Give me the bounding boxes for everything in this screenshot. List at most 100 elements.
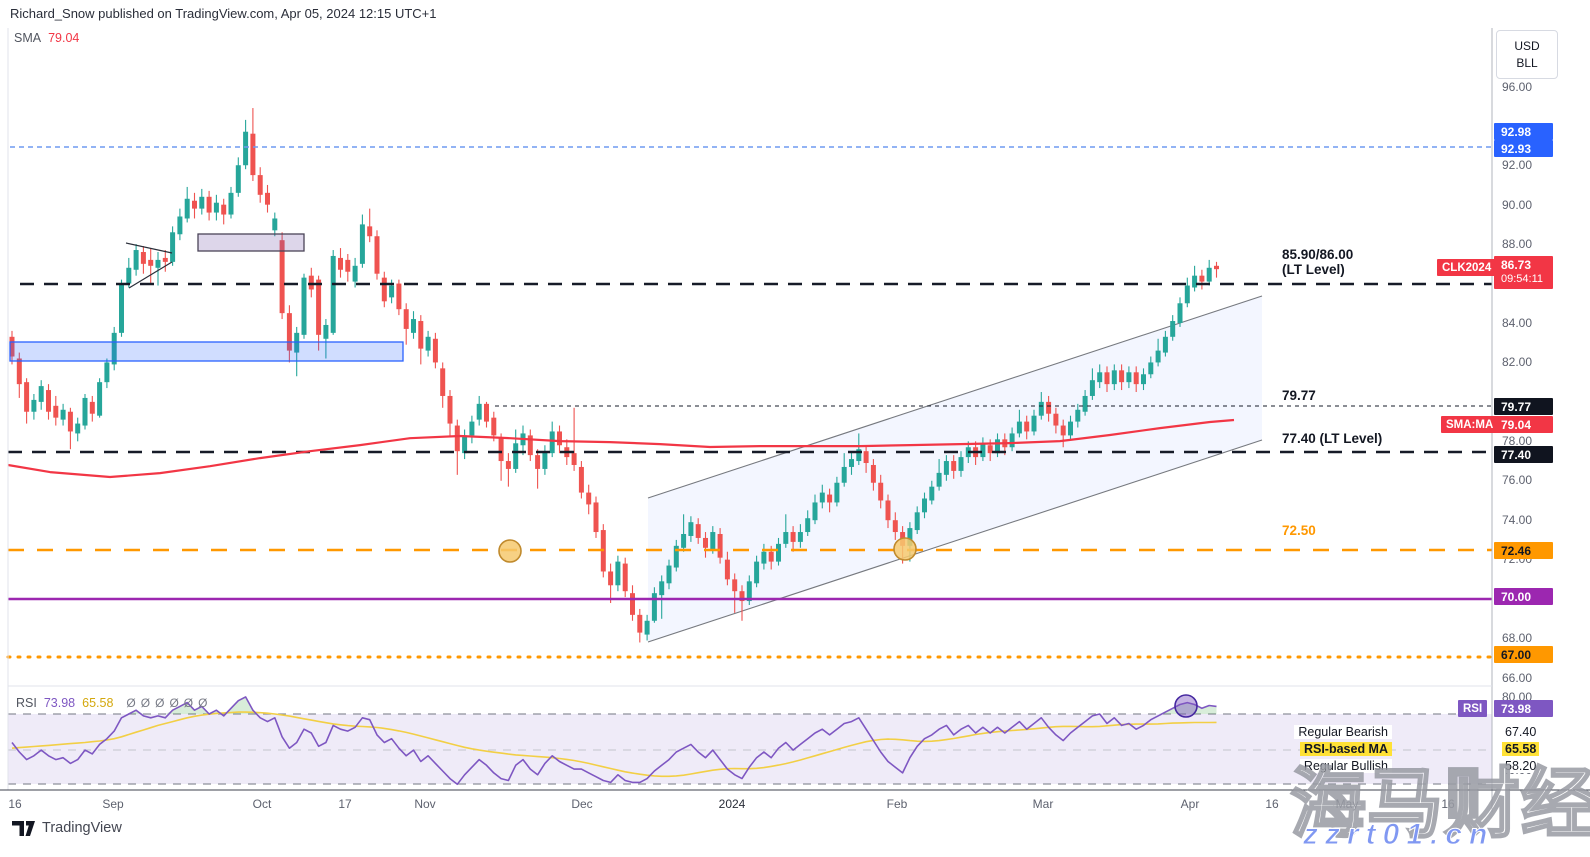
candle-body xyxy=(1119,370,1125,383)
hidden-plot-icon[interactable]: Ø xyxy=(198,696,208,710)
candle-body xyxy=(1177,303,1183,323)
hidden-plot-icon[interactable]: Ø xyxy=(183,696,194,710)
candle-body xyxy=(177,216,183,235)
candle-body xyxy=(666,565,672,584)
candle-body xyxy=(1097,372,1103,383)
candle-body xyxy=(943,461,949,475)
rsi-legend[interactable]: RSI 73.98 65.58 Ø Ø Ø Ø Ø Ø xyxy=(16,696,207,710)
candle-body xyxy=(1133,372,1139,385)
candle-body xyxy=(914,512,920,531)
candle-body xyxy=(243,131,249,166)
candle-body xyxy=(892,520,898,533)
tradingview-logo[interactable]: TradingView xyxy=(12,820,122,836)
candle-body xyxy=(695,524,701,538)
candle-body xyxy=(89,401,95,414)
candle-body xyxy=(1104,372,1110,385)
candle-body xyxy=(1170,321,1176,337)
price-badge-6700: 67.00 xyxy=(1494,646,1553,663)
sma-legend[interactable]: SMA 79.04 xyxy=(14,31,79,45)
sma-ma-label-badge: SMA:MA xyxy=(1441,416,1499,433)
pennant-line xyxy=(125,242,173,254)
candle-body xyxy=(1009,433,1015,448)
sma-line xyxy=(7,418,1235,479)
candle-body xyxy=(97,382,103,416)
price-badge-9298: 92.98 xyxy=(1494,123,1553,140)
rsi-legend-label: RSI xyxy=(16,696,37,710)
bar-countdown: 09:54:11 xyxy=(1501,273,1544,285)
candle-body xyxy=(863,451,869,464)
candle-body xyxy=(1082,395,1088,412)
pennant-line xyxy=(128,261,173,289)
candle-body xyxy=(162,257,168,262)
annotation-7977-level[interactable]: 79.77 xyxy=(1282,388,1316,403)
candle-body xyxy=(454,425,460,452)
candle-body xyxy=(403,309,409,329)
candle-body xyxy=(67,411,73,432)
candle-body xyxy=(1024,421,1030,432)
candle-body xyxy=(60,409,66,420)
candle-body xyxy=(206,196,212,213)
candle-body xyxy=(418,321,424,349)
candle-body xyxy=(184,198,190,219)
candle-body xyxy=(235,165,241,193)
candle-body xyxy=(724,559,730,580)
candle-body xyxy=(922,498,927,513)
candle-body xyxy=(557,431,562,446)
hidden-plot-icon[interactable]: Ø xyxy=(169,696,179,710)
candle-body xyxy=(323,324,329,339)
candle-body xyxy=(870,464,876,483)
candle-body xyxy=(469,421,475,436)
candle-body xyxy=(265,192,270,205)
annotation-86-level[interactable]: 85.90/86.00 (LT Level) xyxy=(1282,247,1354,277)
candle-body xyxy=(790,532,796,542)
candle-body xyxy=(578,466,584,493)
last-price-badge: 86.73 09:54:11 xyxy=(1494,256,1553,289)
publish-byline: Richard_Snow published on TradingView.co… xyxy=(10,6,437,21)
candle-body xyxy=(374,236,380,274)
annotation-7740-level[interactable]: 77.40 (LT Level) xyxy=(1282,431,1383,446)
candle-body xyxy=(1192,275,1198,288)
candle-body xyxy=(761,551,767,564)
candle-body xyxy=(46,390,51,412)
candle-body xyxy=(622,563,628,592)
candle-body xyxy=(1155,350,1161,363)
rsi-line xyxy=(11,696,1217,786)
candle-body xyxy=(1214,265,1219,270)
annotation-7250-level[interactable]: 72.50 xyxy=(1282,523,1316,538)
highlight-circle-rsi xyxy=(1174,694,1198,718)
candle-body xyxy=(1053,413,1059,426)
symbol-currency-box[interactable]: USD BLL xyxy=(1496,30,1558,79)
unit-label[interactable]: BLL xyxy=(1516,56,1538,70)
candle-body xyxy=(301,277,307,335)
candle-body xyxy=(24,382,30,412)
hidden-plot-icon[interactable]: Ø xyxy=(126,696,136,710)
hidden-plot-icon[interactable]: Ø xyxy=(155,696,165,710)
candle-body xyxy=(1184,285,1190,304)
channel-upper-line xyxy=(647,295,1263,499)
candle-body xyxy=(381,277,387,302)
candle-body xyxy=(1126,372,1132,383)
hidden-plot-icon[interactable]: Ø xyxy=(140,696,151,710)
candle-body xyxy=(980,443,986,458)
currency-label[interactable]: USD xyxy=(1514,39,1540,53)
rsi-ma-legend-value: 65.58 xyxy=(82,696,114,710)
candle-body xyxy=(987,445,993,454)
candle-body xyxy=(345,259,351,272)
candle-body xyxy=(768,551,774,562)
candle-body xyxy=(148,259,154,266)
candle-body xyxy=(111,332,117,365)
candle-body xyxy=(710,532,716,550)
candle-body xyxy=(484,403,489,422)
candle-body xyxy=(367,226,373,237)
rsi-band xyxy=(8,714,1492,784)
candle-body xyxy=(9,336,15,357)
candle-body xyxy=(308,275,314,290)
candle-body xyxy=(396,283,402,310)
sma-legend-label: SMA xyxy=(14,31,42,45)
channel-lower-line xyxy=(647,439,1263,643)
candle-body xyxy=(615,561,621,586)
candle-body xyxy=(338,257,343,270)
candle-body xyxy=(754,561,760,584)
candle-body xyxy=(608,571,614,586)
